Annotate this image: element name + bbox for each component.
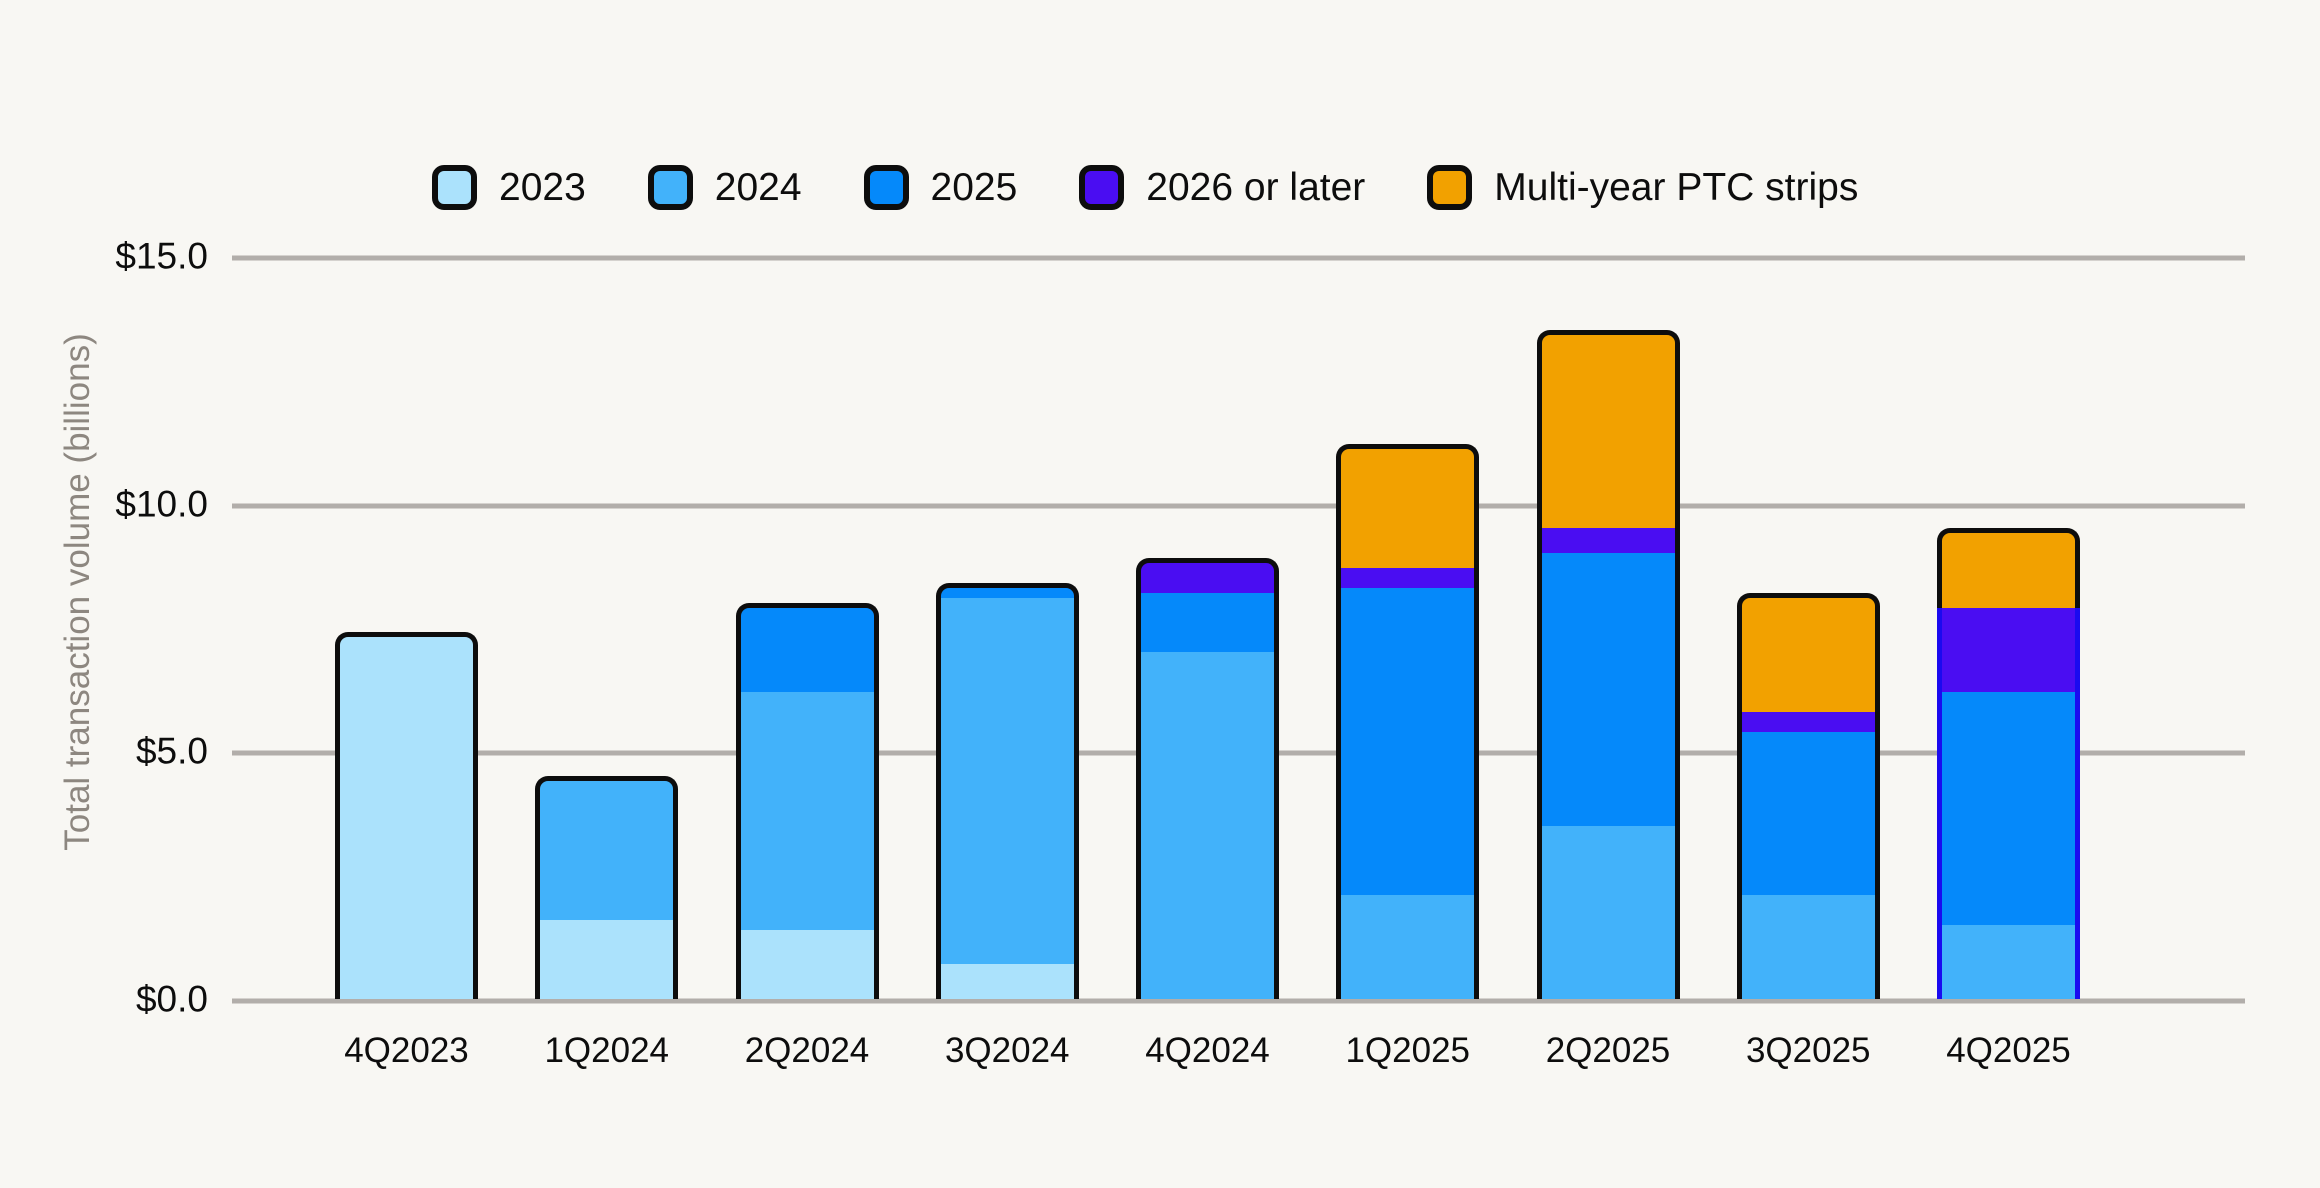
segment-2025[interactable] bbox=[1937, 691, 2080, 925]
legend-label: 2023 bbox=[499, 165, 586, 209]
gridline bbox=[232, 255, 2245, 261]
bars bbox=[335, 256, 2080, 999]
segment-2026-or-later[interactable] bbox=[1736, 711, 1880, 732]
segment-2024[interactable] bbox=[1736, 894, 1880, 999]
segment-2023[interactable] bbox=[535, 919, 679, 999]
legend-label: 2026 or later bbox=[1146, 165, 1366, 209]
legend-label: Multi-year PTC strips bbox=[1494, 165, 1859, 209]
x-tick-label-1q2024: 1Q2024 bbox=[544, 1031, 670, 1070]
bar-3q2025[interactable] bbox=[1736, 592, 1880, 999]
segment-2026-or-later[interactable] bbox=[1336, 568, 1480, 588]
legend-label: 2025 bbox=[930, 165, 1018, 209]
segment-2024[interactable] bbox=[1536, 825, 1680, 999]
gridline bbox=[232, 503, 2245, 509]
segment-multi-year-ptc-strips[interactable] bbox=[1336, 444, 1480, 569]
segment-2025[interactable] bbox=[1336, 587, 1480, 895]
segment-2025[interactable] bbox=[1136, 592, 1279, 653]
x-tick-label-4q2024: 4Q2024 bbox=[1145, 1031, 1270, 1070]
x-tick-label-1q2025: 1Q2025 bbox=[1345, 1031, 1471, 1070]
bar-3q2024[interactable] bbox=[935, 582, 1079, 999]
legend-item-2025[interactable]: 2025 bbox=[863, 164, 1018, 210]
legend-item-2024[interactable]: 2024 bbox=[647, 164, 802, 210]
segment-2026-or-later[interactable] bbox=[1536, 528, 1680, 554]
legend-swatch-icon bbox=[1427, 164, 1473, 210]
segment-multi-year-ptc-strips[interactable] bbox=[1736, 592, 1880, 712]
bar-4q2024[interactable] bbox=[1136, 558, 1279, 999]
segment-2024[interactable] bbox=[535, 776, 679, 920]
segment-multi-year-ptc-strips[interactable] bbox=[1937, 528, 2080, 608]
segment-2024[interactable] bbox=[1937, 924, 2080, 999]
legend-swatch-icon bbox=[432, 164, 477, 210]
x-axis-labels: 4Q2023 1Q2024 2Q2024 3Q2024 4Q2024 1Q2025 2Q20… bbox=[335, 1031, 2080, 1071]
segment-2023[interactable] bbox=[335, 632, 478, 999]
segment-2025[interactable] bbox=[735, 602, 879, 692]
segment-2024[interactable] bbox=[735, 691, 879, 930]
x-tick-label-3q2025: 3Q2025 bbox=[1745, 1031, 1871, 1070]
legend-item-2026-or-later[interactable]: 2026 or later bbox=[1079, 164, 1366, 210]
legend-label: 2024 bbox=[714, 165, 802, 209]
legend: 2023 2024 2025 2026 or later Multi-year PTC … bbox=[432, 162, 1858, 212]
legend-item-multi-year-ptc-strips[interactable]: Multi-year PTC strips bbox=[1427, 164, 1859, 210]
segment-2025[interactable] bbox=[1736, 731, 1880, 895]
segment-2023[interactable] bbox=[935, 964, 1079, 999]
x-tick-label-3q2024: 3Q2024 bbox=[944, 1031, 1070, 1070]
bar-4q2023[interactable] bbox=[335, 632, 478, 999]
bar-1q2024[interactable] bbox=[535, 776, 679, 999]
bar-2q2025[interactable] bbox=[1536, 330, 1680, 999]
y-tick-label: $10.0 bbox=[115, 482, 208, 524]
segment-2024[interactable] bbox=[935, 597, 1079, 965]
segment-2023[interactable] bbox=[735, 929, 879, 999]
x-tick-label-4q2025: 4Q2025 bbox=[1946, 1031, 2071, 1070]
legend-swatch-icon bbox=[647, 164, 693, 210]
x-tick-label-2q2025: 2Q2025 bbox=[1545, 1031, 1671, 1070]
segment-2026-or-later[interactable] bbox=[1937, 607, 2080, 692]
y-axis-title: Total transaction volume (billions) bbox=[58, 333, 97, 851]
segment-multi-year-ptc-strips[interactable] bbox=[1536, 330, 1680, 529]
legend-swatch-icon bbox=[1079, 164, 1125, 210]
segment-2024[interactable] bbox=[1136, 652, 1279, 999]
legend-item-2023[interactable]: 2023 bbox=[432, 164, 586, 210]
segment-2026-or-later[interactable] bbox=[1136, 558, 1279, 593]
segment-2024[interactable] bbox=[1336, 894, 1480, 999]
bar-2q2024[interactable] bbox=[735, 602, 879, 999]
y-tick-label: $0.0 bbox=[135, 978, 208, 1020]
x-tick-label-2q2024: 2Q2024 bbox=[744, 1031, 870, 1070]
x-tick-label-4q2023: 4Q2023 bbox=[344, 1031, 469, 1070]
bar-4q2025[interactable] bbox=[1937, 528, 2080, 999]
plot-area: $15.0 $10.0 $5.0 $0.0 4Q2023 1Q2024 2Q2024 3Q2… bbox=[115, 235, 2245, 1070]
legend-swatch-icon bbox=[863, 164, 909, 210]
bar-1q2025[interactable] bbox=[1336, 444, 1480, 999]
y-tick-label: $5.0 bbox=[135, 730, 208, 772]
segment-2025[interactable] bbox=[1536, 553, 1680, 826]
y-tick-label: $15.0 bbox=[115, 235, 208, 277]
segment-2025[interactable] bbox=[935, 582, 1079, 598]
gridline bbox=[232, 998, 2245, 1004]
